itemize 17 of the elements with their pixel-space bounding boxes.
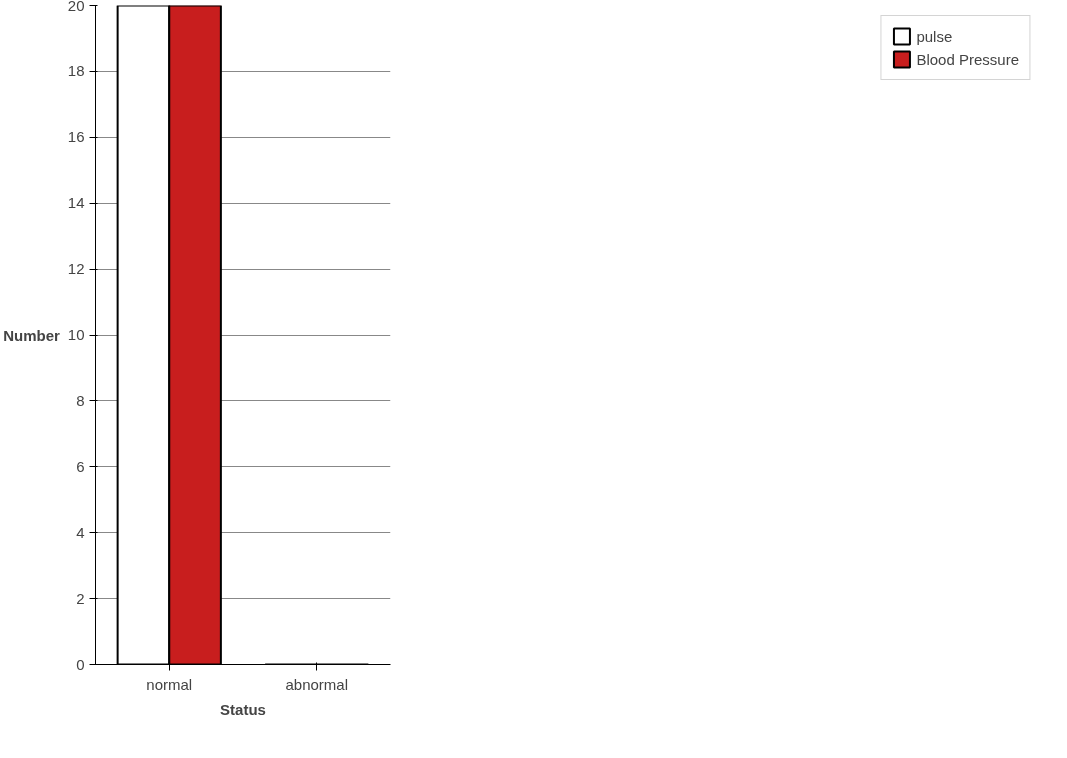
- y-tick-label: 18: [67, 62, 85, 80]
- y-tick-label: 2: [76, 589, 85, 607]
- legend-label: pulse: [916, 27, 953, 45]
- y-tick-label: 10: [67, 326, 85, 343]
- y-tick-label: 0: [76, 655, 85, 673]
- y-tick-label: 12: [67, 260, 85, 278]
- y-tick-label: 14: [67, 194, 85, 212]
- x-tick-label: normal: [146, 675, 193, 693]
- y-tick-label: 4: [76, 523, 85, 541]
- legend-label: Blood Pressure: [916, 50, 1019, 68]
- x-tick-label: abnormal: [285, 675, 349, 693]
- y-axis-title: Number: [3, 326, 60, 344]
- y-tick-label: 8: [76, 391, 85, 409]
- y-tick-label: 20: [67, 0, 85, 14]
- y-tick-label: 16: [67, 128, 85, 146]
- x-axis-title: Status: [220, 700, 266, 718]
- y-tick-label: 6: [76, 457, 85, 475]
